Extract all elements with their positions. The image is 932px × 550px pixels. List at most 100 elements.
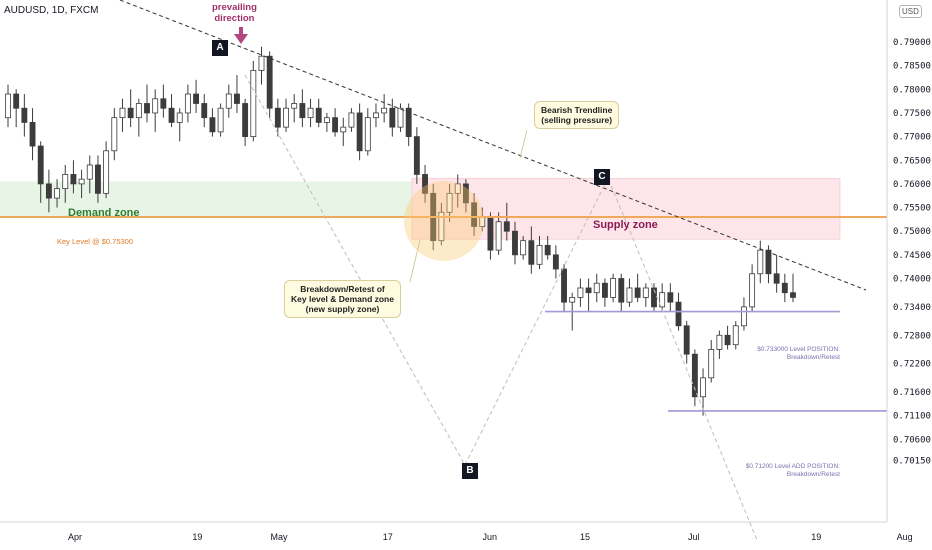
candle-body bbox=[413, 136, 420, 175]
candle-body bbox=[152, 98, 159, 114]
candle-body bbox=[790, 292, 796, 298]
candle-body bbox=[610, 278, 617, 298]
price-tick-label: 0.77500 bbox=[893, 109, 931, 119]
candle-body bbox=[242, 103, 249, 137]
candle-body bbox=[667, 292, 674, 303]
candle-body bbox=[487, 216, 494, 251]
bearish-trendline-callout: Bearish Trendline (selling pressure) bbox=[534, 101, 620, 129]
candle-body bbox=[340, 126, 347, 133]
candle-body bbox=[184, 93, 191, 114]
candle-body bbox=[675, 301, 682, 327]
time-tick-label: Jul bbox=[688, 532, 700, 542]
demand-zone-label: Demand zone bbox=[68, 207, 140, 219]
candle-body bbox=[299, 103, 306, 119]
candle-body bbox=[348, 112, 355, 128]
candle-body bbox=[577, 287, 584, 298]
candle-body bbox=[512, 230, 518, 256]
candle-body bbox=[741, 306, 747, 327]
candle-body bbox=[250, 69, 257, 137]
price-tick-label: 0.75500 bbox=[893, 204, 931, 214]
demand-zone bbox=[0, 181, 412, 218]
candle-body bbox=[422, 174, 428, 194]
price-tick-label: 0.74500 bbox=[893, 251, 931, 261]
candle-body bbox=[373, 112, 379, 119]
candle-body bbox=[54, 188, 60, 199]
candle-body bbox=[446, 192, 453, 213]
candle-body bbox=[544, 244, 551, 256]
candle-body bbox=[601, 282, 608, 298]
price-tick-label: 0.78000 bbox=[893, 85, 931, 95]
candle-body bbox=[585, 287, 592, 294]
candle-body bbox=[716, 334, 723, 350]
candle-body bbox=[700, 377, 706, 398]
currency-button[interactable]: USD bbox=[899, 5, 922, 18]
price-tick-label: 0.79000 bbox=[893, 38, 931, 48]
candle-body bbox=[389, 107, 396, 128]
prevailing-direction-label: prevailing direction bbox=[212, 2, 257, 24]
prevailing-arrow-shaft bbox=[239, 27, 243, 35]
candle-body bbox=[144, 103, 150, 114]
symbol-header: AUDUSD, 1D, FXCM bbox=[4, 5, 99, 16]
candle-body bbox=[95, 164, 101, 194]
candle-body bbox=[634, 287, 641, 298]
candle-body bbox=[332, 117, 339, 133]
time-tick-label: May bbox=[270, 532, 288, 542]
candle-body bbox=[618, 278, 625, 303]
candle-body bbox=[454, 183, 461, 194]
price-tick-label: 0.74000 bbox=[893, 275, 931, 285]
candle-body bbox=[683, 325, 690, 355]
candle-body bbox=[520, 240, 527, 256]
candle-body bbox=[405, 107, 412, 138]
candle-body bbox=[62, 174, 69, 190]
candle-body bbox=[29, 122, 36, 147]
candle-body bbox=[626, 287, 633, 303]
candle-body bbox=[201, 103, 208, 119]
price-tick-label: 0.73400 bbox=[893, 303, 931, 313]
candle-body bbox=[135, 103, 142, 119]
candle-body bbox=[356, 112, 363, 152]
candle-body bbox=[37, 145, 44, 185]
marker-c: C bbox=[594, 169, 610, 185]
candle-body bbox=[315, 107, 322, 123]
marker-b: B bbox=[462, 463, 478, 479]
candle-body bbox=[593, 282, 600, 294]
candle-body bbox=[225, 93, 232, 109]
candle-body bbox=[651, 287, 657, 308]
candle-body bbox=[13, 93, 20, 109]
price-tick-label: 0.71600 bbox=[893, 388, 931, 398]
candle-body bbox=[21, 107, 28, 123]
candle-body bbox=[291, 103, 298, 109]
candle-body bbox=[438, 211, 445, 242]
candle-body bbox=[111, 117, 118, 152]
candle-body bbox=[781, 282, 788, 294]
time-tick-label: 19 bbox=[192, 532, 202, 542]
price-tick-label: 0.72200 bbox=[893, 360, 931, 370]
price-tick-label: 0.76000 bbox=[893, 180, 931, 190]
candle-body bbox=[5, 93, 11, 119]
price-tick-label: 0.78500 bbox=[893, 62, 931, 72]
marker-a: A bbox=[212, 40, 228, 56]
candle-body bbox=[323, 117, 330, 123]
candle-body bbox=[274, 107, 281, 128]
candle-body bbox=[749, 273, 756, 308]
trendline-callout-pointer bbox=[519, 129, 528, 159]
price-tick-label: 0.77000 bbox=[893, 133, 931, 143]
price-tick-label: 0.70600 bbox=[893, 435, 931, 445]
bearish-trendline bbox=[119, 0, 867, 291]
time-tick-label: 17 bbox=[383, 532, 393, 542]
candle-body bbox=[307, 107, 314, 119]
candle-body bbox=[176, 112, 183, 123]
background-layer bbox=[0, 177, 841, 240]
key-level-label: Key Level @ $0.75300 bbox=[57, 237, 133, 246]
candle-body bbox=[724, 334, 731, 346]
price-tick-label: 0.70150 bbox=[893, 457, 931, 467]
candle-body bbox=[234, 93, 240, 104]
candle-body bbox=[258, 55, 265, 71]
candle-body bbox=[773, 273, 780, 284]
level-712-label: $0.71200 Level ADD POSITION: Breakdown/R… bbox=[745, 463, 840, 478]
candle-body bbox=[364, 117, 371, 152]
candle-body bbox=[495, 221, 502, 251]
candle-body bbox=[86, 164, 93, 180]
time-tick-label: 15 bbox=[580, 532, 590, 542]
